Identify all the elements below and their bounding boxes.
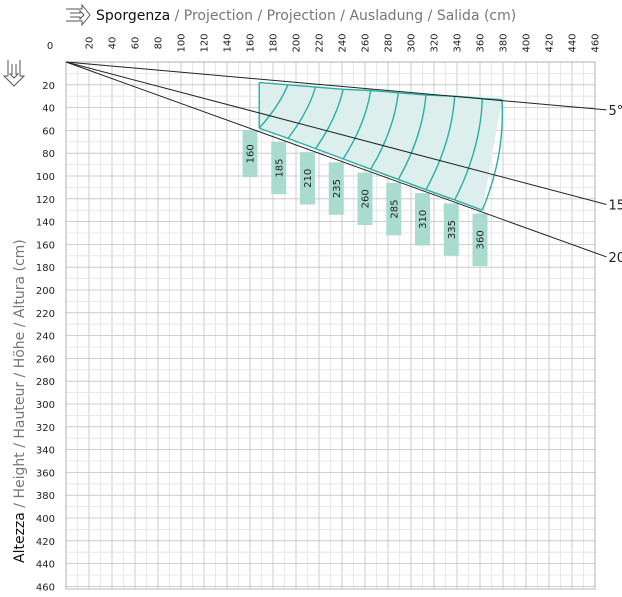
- projection-box: [242, 130, 258, 178]
- y-tick-labels: 20 40 60 80 100 120 140 160 180 200 220 240 260 280 30…: [36, 81, 55, 594]
- x-tick-label: 280: [384, 33, 395, 52]
- x-tick-label: 60: [131, 37, 142, 50]
- projection-box-label: 285: [389, 200, 400, 219]
- coverage-arc: [454, 98, 483, 201]
- coverage-arc: [481, 99, 503, 211]
- y-tick-label: 120: [36, 195, 55, 206]
- projection-box-label: 310: [418, 210, 429, 229]
- x-tick-label: 440: [568, 33, 579, 52]
- projection-boxes: 160 185 210 235 260 285 310 335 360: [242, 130, 488, 267]
- x-tick-label: 160: [246, 33, 257, 52]
- x-axis-title-main: Sporgenza: [96, 8, 170, 24]
- y-tick-label: 180: [36, 263, 55, 274]
- coverage-arc: [397, 94, 427, 180]
- y-tick-label: 380: [36, 491, 55, 502]
- y-tick-label: 420: [36, 537, 55, 548]
- x-axis-title: Sporgenza / Projection / Projection / Au…: [96, 8, 516, 24]
- x-tick-label: 360: [476, 33, 487, 52]
- projection-box-label: 235: [332, 179, 343, 198]
- x-tick-label: 420: [545, 33, 556, 52]
- y-tick-label: 360: [36, 468, 55, 479]
- y-tick-label: 80: [42, 149, 55, 160]
- projection-box: [415, 193, 430, 246]
- projection-box: [300, 152, 315, 205]
- x-tick-label: 80: [154, 37, 165, 50]
- y-tick-label: 220: [36, 309, 55, 320]
- projection-box: [472, 213, 488, 267]
- pitch-line: [65, 61, 607, 111]
- x-tick-label: 140: [223, 33, 234, 52]
- projection-box: [443, 203, 459, 256]
- x-tick-label: 320: [430, 33, 441, 52]
- x-tick-label: 40: [108, 37, 119, 50]
- x-axis-title-rest: / Projection / Projection / Ausladung / …: [170, 8, 516, 24]
- y-tick-label: 460: [36, 582, 55, 593]
- projection-box-label: 185: [274, 158, 285, 177]
- coverage-arc: [370, 92, 400, 170]
- y-tick-label: 60: [42, 126, 55, 137]
- coverage-arc: [287, 86, 317, 139]
- x-tick-label: 120: [200, 33, 211, 52]
- y-axis-title-rest: / Height / Hauteur / Höhe / Altura (cm): [12, 239, 28, 512]
- origin-label: 0: [47, 41, 53, 52]
- x-tick-label: 340: [453, 33, 464, 52]
- projection-box-label: 260: [361, 189, 372, 208]
- angle-label: 20°: [609, 251, 622, 266]
- x-tick-label: 200: [292, 33, 303, 52]
- x-tick-label: 220: [315, 33, 326, 52]
- y-tick-label: 340: [36, 446, 55, 457]
- projection-box-label: 360: [476, 230, 487, 249]
- projection-box: [357, 172, 373, 226]
- projection-box: [386, 182, 402, 236]
- angle-label: 15°: [609, 199, 622, 214]
- y-tick-label: 160: [36, 240, 55, 251]
- y-tick-label: 280: [36, 377, 55, 388]
- coverage-arc: [342, 90, 372, 160]
- y-tick-label: 260: [36, 354, 55, 365]
- pitch-lines: 5° 15° 20°: [65, 61, 622, 266]
- y-tick-label: 40: [42, 104, 55, 115]
- x-tick-label: 20: [85, 37, 96, 50]
- coverage-arc: [258, 84, 289, 129]
- projection-arrow-icon: [66, 3, 91, 27]
- projection-box: [271, 141, 287, 195]
- angle-label: 5°: [609, 104, 622, 119]
- height-arrow-icon: [2, 60, 26, 87]
- plot-frame: [65, 61, 596, 590]
- y-tick-label: 240: [36, 332, 55, 343]
- x-tick-label: 180: [269, 33, 280, 52]
- projection-box-label: 335: [447, 220, 458, 239]
- coverage-arc: [314, 89, 344, 150]
- y-tick-label: 320: [36, 423, 55, 434]
- x-tick-label: 260: [361, 33, 372, 52]
- y-tick-label: 440: [36, 560, 55, 571]
- x-tick-label: 240: [338, 33, 349, 52]
- grid: [65, 61, 596, 590]
- coverage-arc: [425, 96, 456, 191]
- y-tick-label: 20: [42, 81, 55, 92]
- projection-box: [328, 162, 344, 215]
- y-tick-label: 400: [36, 514, 55, 525]
- x-tick-label: 380: [499, 33, 510, 52]
- y-tick-label: 300: [36, 400, 55, 411]
- pitch-line: [65, 61, 607, 258]
- y-tick-label: 140: [36, 218, 55, 229]
- pitch-line: [65, 61, 607, 205]
- x-tick-label: 100: [177, 33, 188, 52]
- projection-box-label: 210: [303, 169, 314, 188]
- x-tick-label: 460: [591, 33, 602, 52]
- projection-box-label: 160: [246, 144, 257, 163]
- y-tick-label: 100: [36, 172, 55, 183]
- x-tick-label: 300: [407, 33, 418, 52]
- x-tick-labels: 20 40 60 80 100 120 140 160 180 200 220 240 260 280 30…: [85, 33, 602, 52]
- y-axis-title: Altezza / Height / Hauteur / Höhe / Altu…: [12, 239, 28, 563]
- y-axis-title-main: Altezza: [12, 512, 28, 563]
- coverage-fill: [259, 82, 502, 211]
- y-tick-label: 200: [36, 286, 55, 297]
- x-tick-label: 400: [522, 33, 533, 52]
